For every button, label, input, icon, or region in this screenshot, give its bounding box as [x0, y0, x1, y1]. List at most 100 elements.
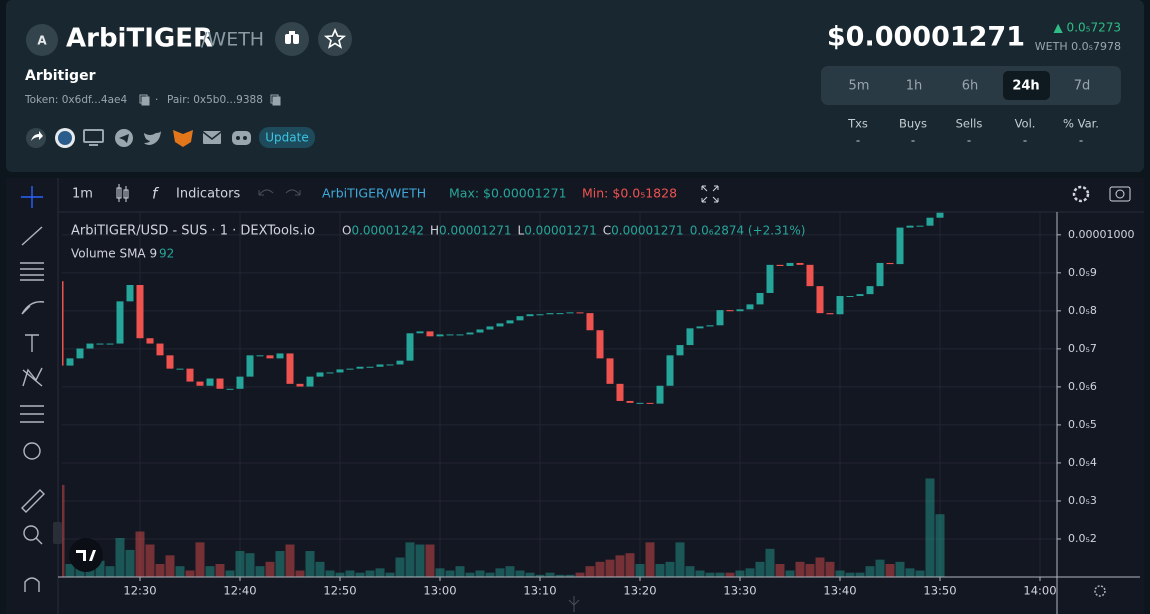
chart-type-icon[interactable] [116, 184, 129, 202]
text-tool[interactable] [25, 334, 39, 352]
volume-bar [255, 566, 265, 577]
timeframe-button[interactable]: 5m [849, 79, 870, 94]
ruler-tool[interactable] [21, 489, 45, 513]
candle-body [596, 330, 604, 359]
volume-bar [685, 566, 695, 577]
candle-body [906, 225, 914, 228]
tradingview-mark [76, 550, 96, 561]
pattern-tool[interactable] [22, 367, 43, 387]
candle-body [806, 264, 814, 287]
collapse-tab[interactable] [53, 522, 62, 544]
camera-icon[interactable] [1109, 186, 1131, 202]
axes: 0.00001000 0.0₅9 0.0₅8 0.0₅7 0.0₅6 0.0₅5 0.0₅4… [123, 228, 1134, 598]
prediction-tool[interactable] [20, 405, 44, 423]
fib-tool[interactable] [20, 262, 44, 281]
emoji-tool[interactable] [23, 442, 41, 460]
volume-bar [935, 514, 945, 577]
candle-body [246, 355, 254, 377]
volume-bar [125, 549, 135, 577]
candle-body [746, 304, 754, 310]
axis-settings[interactable] [1094, 585, 1106, 597]
volume-bar [555, 574, 565, 577]
settings-icon[interactable] [1072, 185, 1090, 203]
candle-body [126, 285, 134, 302]
volume-bar [365, 570, 375, 577]
volume-bar [425, 544, 435, 577]
quote-token: /WETH [201, 29, 264, 51]
x-tick-label: 14:00 [1023, 584, 1056, 598]
share-icon[interactable] [26, 128, 46, 148]
volume-bar [675, 542, 685, 577]
update-label[interactable]: Update [265, 131, 308, 145]
timeframe-button[interactable]: 6h [962, 79, 979, 94]
magnet-tool[interactable] [24, 577, 40, 592]
volume-bar [485, 572, 495, 577]
timeframe-active[interactable] [1003, 71, 1050, 100]
twitter-icon[interactable] [144, 131, 161, 145]
indicators-icon[interactable]: f [152, 185, 160, 203]
volume-bar [745, 568, 755, 577]
candle-body [676, 345, 684, 356]
email-icon[interactable] [203, 131, 221, 144]
timeframe-buttons: 5m 1h 6h 24h 7d [849, 71, 1091, 100]
volume-bar [695, 570, 705, 577]
volume-bar [655, 564, 665, 577]
crosshair-tool[interactable] [21, 186, 43, 208]
y-tick-label: 0.0₅3 [1068, 494, 1097, 507]
volume-bar [605, 559, 615, 577]
brush-tool[interactable] [21, 301, 45, 315]
volume-bar [845, 572, 855, 577]
price-change: ▲ 0.0₅7273 [1054, 21, 1121, 35]
candle-body [766, 264, 774, 293]
candle-body [456, 334, 464, 336]
volume-legend: Volume SMA 9 [71, 247, 157, 261]
candle-body [686, 328, 694, 346]
search-button[interactable] [275, 22, 309, 56]
volume-bar [495, 568, 505, 577]
indicators-button[interactable]: Indicators [176, 187, 240, 202]
volume-bar [315, 561, 325, 577]
candle-body [846, 296, 854, 298]
discord-icon[interactable] [232, 131, 251, 145]
timeframe-button[interactable]: 24h [1012, 79, 1039, 94]
stat-value: - [911, 134, 915, 148]
candle-body [136, 285, 144, 339]
volume-bar [855, 572, 865, 577]
candle-body [376, 364, 384, 367]
trendline-tool[interactable] [21, 226, 43, 246]
copy-icon[interactable] [139, 94, 150, 106]
candle-body [666, 355, 674, 386]
x-tick-label: 13:40 [823, 584, 856, 598]
stat-label: Sells [956, 117, 983, 131]
volume-bar [305, 551, 315, 577]
candle-body [466, 332, 474, 335]
candle-body [506, 320, 514, 324]
favorite-button[interactable] [318, 22, 352, 56]
candle-body [176, 368, 184, 370]
candle-body [916, 225, 924, 227]
website-icon[interactable] [83, 129, 104, 143]
ohlc-key: O [342, 224, 351, 238]
fullscreen-icon[interactable] [701, 185, 719, 203]
copy-icon[interactable] [270, 94, 281, 106]
zoom-tool[interactable] [23, 525, 39, 541]
undo-icon[interactable] [258, 189, 274, 196]
stat-value: - [856, 134, 860, 148]
resize-handle[interactable] [568, 596, 580, 612]
update-button[interactable] [259, 127, 315, 148]
candle-body [216, 378, 224, 389]
legend-title: ArbiTIGER/USD - SUS · 1 · DEXTools.io [71, 224, 315, 239]
volume-bar [575, 572, 585, 577]
x-tick-label: 13:50 [923, 584, 956, 598]
timeframe-button[interactable]: 1h [906, 79, 923, 94]
volume-bar [62, 484, 65, 577]
volume-bar [545, 572, 555, 577]
volume-bar [885, 564, 895, 577]
interval[interactable]: 1m [72, 187, 93, 202]
redo-icon[interactable] [285, 189, 301, 196]
separator: · [155, 94, 158, 106]
x-tick-label: 13:00 [423, 584, 456, 598]
x-tick-label: 13:30 [723, 584, 756, 598]
timeframe-button[interactable]: 7d [1074, 79, 1091, 94]
metamask-icon[interactable] [173, 130, 193, 147]
